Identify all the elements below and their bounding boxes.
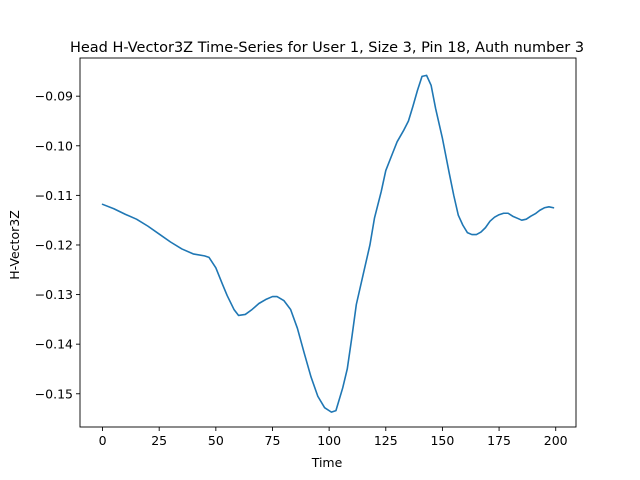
x-tick-label: 0 <box>99 433 107 448</box>
x-tick-label: 75 <box>265 433 281 448</box>
y-tick-label: −0.10 <box>35 138 73 153</box>
chart-title: Head H-Vector3Z Time-Series for User 1, … <box>70 40 584 56</box>
x-tick-label: 50 <box>208 433 224 448</box>
y-axis-label: H-Vector3Z <box>7 210 22 280</box>
x-axis-label: Time <box>311 455 343 470</box>
x-tick-label: 200 <box>544 433 568 448</box>
x-tick-label: 125 <box>374 433 398 448</box>
y-tick-label: −0.11 <box>35 188 73 203</box>
y-tick-label: −0.15 <box>35 386 73 401</box>
x-tick-label: 175 <box>487 433 511 448</box>
y-tick-label: −0.12 <box>35 237 73 252</box>
y-tick-label: −0.09 <box>35 89 73 104</box>
x-tick-label: 100 <box>317 433 341 448</box>
plot-area: 0 25 50 75 100 125 150 175 200 −0.15 −0.14 −0.13 −0.… <box>35 57 577 448</box>
y-tick-label: −0.14 <box>35 337 73 352</box>
y-tick-label: −0.13 <box>35 287 73 302</box>
axes-frame <box>79 57 577 428</box>
x-tick-label: 150 <box>430 433 454 448</box>
x-tick-label: 25 <box>151 433 167 448</box>
series-line-1 <box>101 74 555 413</box>
